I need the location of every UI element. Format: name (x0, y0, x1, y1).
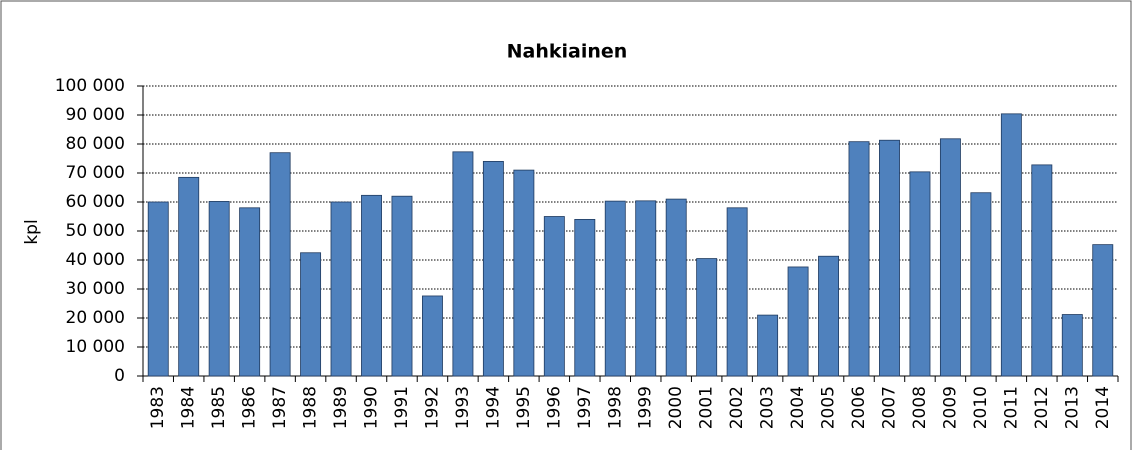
x-tick-label: 2004 (788, 386, 808, 429)
bar (543, 216, 565, 377)
bar (635, 200, 657, 377)
x-tick-label: 2005 (819, 386, 839, 429)
bar (879, 139, 900, 377)
bar (818, 255, 840, 377)
x-tick-label: 2001 (697, 386, 717, 429)
y-tick-label: 10 000 (66, 337, 125, 357)
y-tick-label: 40 000 (66, 250, 125, 270)
x-tick-label: 2007 (879, 386, 899, 429)
x-tick-label: 1984 (179, 386, 199, 429)
x-tick-label: 2000 (666, 386, 686, 429)
bar (848, 141, 870, 377)
x-tick-label: 1988 (301, 386, 321, 429)
bar (269, 152, 291, 377)
bar (513, 169, 535, 377)
bar (452, 151, 474, 377)
bar (665, 198, 687, 377)
x-tick-label: 1986 (240, 386, 260, 429)
x-tick-label: 1989 (331, 386, 351, 429)
bar (939, 138, 961, 377)
x-tick-label: 2002 (727, 386, 747, 429)
x-tick-label: 1996 (544, 386, 564, 429)
x-tick-label: 2014 (1093, 386, 1113, 429)
x-tick-label: 1990 (362, 386, 382, 429)
y-tick-label: 90 000 (66, 105, 125, 125)
bar (391, 195, 413, 377)
bar (909, 171, 931, 377)
x-tick-label: 1992 (422, 386, 442, 429)
x-tick-label: 1987 (270, 386, 290, 429)
x-tick-label: 1999 (636, 386, 656, 429)
y-tick-label: 50 000 (66, 221, 125, 241)
bar (1031, 164, 1053, 377)
bar (147, 201, 169, 377)
x-tick-label: 2009 (940, 386, 960, 429)
x-tick-label: 2008 (910, 386, 930, 429)
x-tick-label: 2011 (1001, 386, 1021, 429)
bar (696, 258, 718, 377)
x-tick-label: 2003 (758, 386, 778, 429)
x-tick-label: 1997 (575, 386, 595, 429)
bar (208, 201, 230, 377)
bar (757, 314, 779, 377)
x-tick-label: 2012 (1032, 386, 1052, 429)
bar (970, 192, 992, 377)
bar (787, 266, 809, 377)
x-tick-label: 1993 (453, 386, 473, 429)
bar (604, 200, 626, 377)
y-tick-label: 30 000 (66, 279, 125, 299)
bar (574, 218, 596, 377)
y-tick-label: 20 000 (66, 308, 125, 328)
chart-title: Nahkiainen (507, 41, 628, 63)
x-tick-label: 1983 (148, 386, 168, 429)
x-tick-label: 1985 (209, 386, 229, 429)
y-tick-label: 60 000 (66, 192, 125, 212)
x-tick-label: 2010 (971, 386, 991, 429)
bar (300, 252, 322, 377)
y-tick-label: 0 (114, 366, 125, 386)
x-tick-label: 1998 (605, 386, 625, 429)
x-tick-label: 2013 (1062, 386, 1082, 429)
bar (1061, 314, 1083, 377)
bar (178, 176, 200, 377)
x-tick-label: 1994 (483, 386, 503, 429)
y-tick-label: 80 000 (66, 134, 125, 154)
bar (421, 295, 443, 377)
x-tick-label: 1991 (392, 386, 412, 429)
bar (1000, 113, 1022, 377)
bar (361, 194, 382, 377)
x-tick-label: 2006 (849, 386, 869, 429)
y-tick-label: 70 000 (66, 163, 125, 183)
bar (1092, 244, 1114, 377)
y-axis-label: kpl (22, 219, 42, 244)
y-tick-label: 100 000 (55, 76, 125, 96)
x-tick-label: 1995 (514, 386, 534, 429)
bar (330, 201, 352, 377)
bar (726, 207, 748, 377)
bar (482, 160, 504, 377)
bar (239, 207, 261, 377)
